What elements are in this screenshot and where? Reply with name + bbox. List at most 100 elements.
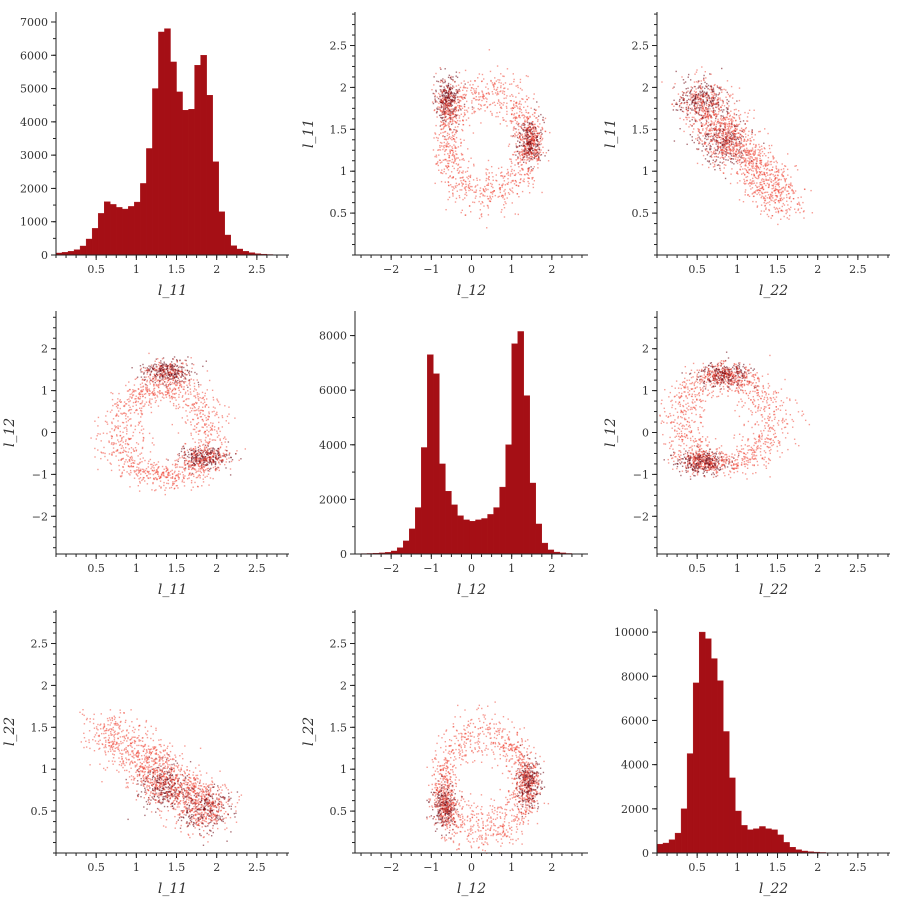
scatter-point bbox=[211, 451, 214, 454]
scatter-point bbox=[109, 709, 112, 711]
scatter-point bbox=[134, 740, 136, 743]
scatter-point bbox=[162, 757, 164, 759]
scatter-point bbox=[95, 732, 98, 734]
scatter-point bbox=[145, 775, 147, 778]
scatter-point bbox=[121, 757, 123, 760]
scatter-point bbox=[147, 772, 149, 774]
hist-bar bbox=[188, 108, 195, 256]
scatter-point bbox=[203, 443, 205, 446]
scatter-point bbox=[111, 435, 113, 437]
scatter-point bbox=[516, 134, 518, 137]
scatter-point bbox=[123, 404, 126, 407]
scatter-point bbox=[515, 131, 518, 133]
scatter-point bbox=[140, 777, 142, 780]
scatter-point bbox=[224, 785, 227, 787]
scatter-point bbox=[97, 723, 99, 726]
scatter-point bbox=[487, 91, 490, 94]
scatter-point bbox=[219, 447, 222, 449]
hist-bar bbox=[134, 201, 141, 256]
scatter-point bbox=[178, 795, 180, 798]
hist-bar bbox=[777, 834, 784, 854]
scatter-point bbox=[134, 764, 137, 767]
scatter-point bbox=[104, 455, 106, 458]
scatter-point bbox=[217, 811, 219, 813]
scatter-point bbox=[125, 748, 127, 751]
scatter-point bbox=[148, 388, 150, 390]
scatter-point bbox=[176, 369, 179, 372]
scatter-point bbox=[164, 493, 166, 496]
scatter-point bbox=[142, 745, 145, 747]
scatter-point bbox=[121, 730, 123, 733]
scatter-point bbox=[156, 473, 159, 475]
scatter-point bbox=[158, 391, 160, 394]
scatter-point bbox=[195, 453, 198, 456]
scatter-point bbox=[212, 816, 214, 818]
scatter-point bbox=[533, 108, 536, 111]
scatter-point bbox=[168, 787, 171, 789]
scatter-point bbox=[164, 370, 166, 372]
scatter-point bbox=[203, 829, 205, 832]
scatter-point bbox=[210, 813, 212, 815]
scatter-point bbox=[199, 815, 202, 817]
scatter-point bbox=[110, 722, 112, 724]
scatter-point bbox=[453, 187, 455, 190]
scatter-point bbox=[442, 148, 444, 151]
scatter-point bbox=[181, 764, 183, 767]
scatter-point bbox=[170, 766, 172, 768]
scatter-point bbox=[138, 467, 140, 469]
scatter-point bbox=[183, 447, 185, 450]
scatter-point bbox=[160, 801, 162, 804]
scatter-point bbox=[161, 369, 163, 372]
scatter-point bbox=[126, 442, 129, 445]
scatter-point bbox=[162, 775, 165, 777]
scatter-point bbox=[199, 452, 202, 455]
scatter-point bbox=[527, 170, 529, 173]
scatter-point bbox=[199, 459, 201, 462]
scatter-point bbox=[433, 76, 435, 78]
scatter-point bbox=[201, 409, 203, 411]
scatter-point bbox=[190, 802, 192, 804]
scatter-point bbox=[467, 167, 469, 169]
scatter-point bbox=[114, 750, 116, 752]
scatter-point bbox=[137, 484, 140, 487]
scatter-point bbox=[446, 160, 448, 162]
scatter-point bbox=[140, 744, 142, 747]
scatter-point bbox=[200, 449, 203, 452]
scatter-point bbox=[196, 813, 198, 816]
scatter-point bbox=[482, 97, 484, 99]
scatter-point bbox=[531, 134, 533, 137]
scatter-point bbox=[135, 395, 137, 397]
scatter-point bbox=[515, 145, 518, 147]
scatter-point bbox=[139, 480, 141, 483]
y-tick-label: 1 bbox=[41, 763, 48, 776]
scatter-point bbox=[166, 386, 169, 388]
scatter-point bbox=[158, 784, 161, 787]
scatter-point bbox=[152, 792, 154, 794]
scatter-point bbox=[156, 777, 159, 779]
scatter-point bbox=[158, 466, 160, 468]
scatter-point bbox=[169, 363, 172, 365]
scatter-point bbox=[140, 784, 142, 786]
scatter-point bbox=[225, 467, 227, 469]
scatter-point bbox=[199, 447, 202, 450]
scatter-point bbox=[441, 95, 444, 98]
scatter-point bbox=[455, 129, 457, 131]
scatter-point bbox=[207, 841, 209, 843]
scatter-point bbox=[163, 484, 165, 487]
scatter-point bbox=[145, 791, 147, 793]
scatter-point bbox=[166, 370, 169, 372]
scatter-point bbox=[190, 810, 192, 812]
scatter-point bbox=[449, 175, 451, 178]
scatter-point bbox=[183, 481, 185, 483]
scatter-point bbox=[148, 389, 151, 392]
scatter-point bbox=[135, 755, 138, 758]
scatter-point bbox=[98, 743, 100, 745]
scatter-point bbox=[141, 425, 143, 427]
scatter-point bbox=[126, 785, 129, 788]
scatter-point bbox=[204, 820, 206, 822]
scatter-point bbox=[220, 455, 222, 457]
scatter-point bbox=[168, 783, 170, 785]
scatter-point bbox=[140, 796, 142, 798]
scatter-point bbox=[224, 449, 227, 451]
scatter-point bbox=[100, 457, 102, 460]
